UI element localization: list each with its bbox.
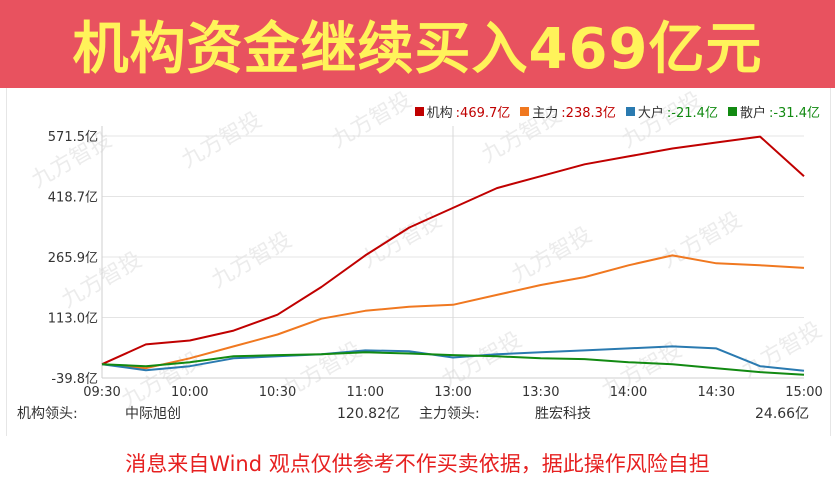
y-tick-label: 418.7亿	[48, 191, 98, 206]
y-tick-label: 265.9亿	[48, 251, 98, 266]
series-line-institution	[101, 135, 805, 366]
legend-value: :-31.4亿	[768, 106, 820, 121]
legend-item-large: 大户 :-21.4亿	[625, 102, 718, 121]
x-tick-label: 14:00	[610, 385, 647, 400]
main-leader-name: 胜宏科技	[535, 406, 591, 422]
y-tick-label: 113.0亿	[48, 312, 98, 327]
legend-name: 散户	[739, 106, 766, 121]
disclaimer-text: 消息来自Wind 观点仅供参考不作买卖依据，据此操作风险自担	[125, 451, 710, 476]
x-tick-label: 13:00	[434, 385, 471, 400]
chart-legend: 机构 :469.7亿 主力 :238.3亿 大户 :-21.4亿 散户 :-31…	[414, 102, 820, 121]
x-tick-label: 13:30	[522, 385, 559, 400]
legend-name: 机构	[426, 106, 453, 121]
x-tick-label: 10:30	[259, 385, 296, 400]
series-line-main	[101, 254, 805, 370]
series-lines	[101, 135, 805, 376]
banner-title: 机构资金继续买入469亿元	[72, 16, 763, 82]
title-banner: 机构资金继续买入469亿元	[0, 0, 835, 88]
x-tick-label: 15:00	[785, 385, 822, 400]
institution-leader-label: 机构领头:	[17, 406, 78, 422]
grid-lines	[101, 126, 804, 379]
disclaimer-footer: 消息来自Wind 观点仅供参考不作买卖依据，据此操作风险自担	[0, 440, 835, 485]
main-leader-value: 24.66亿	[755, 406, 810, 422]
main-leader-label: 主力领头:	[419, 406, 480, 422]
x-axis-ticks: 09:30 10:00 10:30 11:00 13:00 13:30 14:00 14:30…	[83, 385, 822, 400]
chart-panel: 九方智投 九方智投 九方智投 九方智投 九方智投 九方智投 九方智投 九方智投 九方智投 九方智投…	[6, 88, 831, 436]
institution-leader-name: 中际旭创	[125, 406, 181, 422]
watermark-text: 九方智投	[178, 108, 267, 174]
legend-swatch	[625, 107, 635, 116]
x-tick-label: 14:30	[698, 385, 735, 400]
y-tick-label: 571.5亿	[48, 130, 98, 145]
x-tick-label: 11:00	[347, 385, 384, 400]
watermark-text: 九方智投	[208, 228, 297, 294]
y-tick-label: -39.8亿	[51, 372, 98, 387]
legend-name: 大户	[637, 106, 664, 121]
legend-name: 主力	[532, 106, 559, 121]
legend-value: :-21.4亿	[666, 106, 718, 121]
legend-item-retail: 散户 :-31.4亿	[727, 102, 820, 121]
x-tick-label: 10:00	[171, 385, 208, 400]
y-axis-ticks: 571.5亿 418.7亿 265.9亿 113.0亿 -39.8亿	[48, 130, 98, 387]
legend-item-main: 主力 :238.3亿	[520, 102, 616, 121]
legend-swatch	[520, 107, 530, 116]
legend-value: :238.3亿	[561, 106, 616, 121]
legend-swatch	[414, 107, 424, 116]
legend-value: :469.7亿	[455, 106, 511, 121]
watermark-text: 九方智投	[438, 328, 527, 394]
series-line-retail	[101, 351, 805, 376]
series-line-large	[101, 345, 805, 372]
legend-item-institution: 机构 :469.7亿	[414, 102, 511, 121]
x-tick-label: 09:30	[83, 385, 120, 400]
institution-leader-value: 120.82亿	[337, 406, 400, 422]
watermark-text: 九方智投	[328, 88, 417, 153]
legend-swatch	[727, 107, 737, 116]
